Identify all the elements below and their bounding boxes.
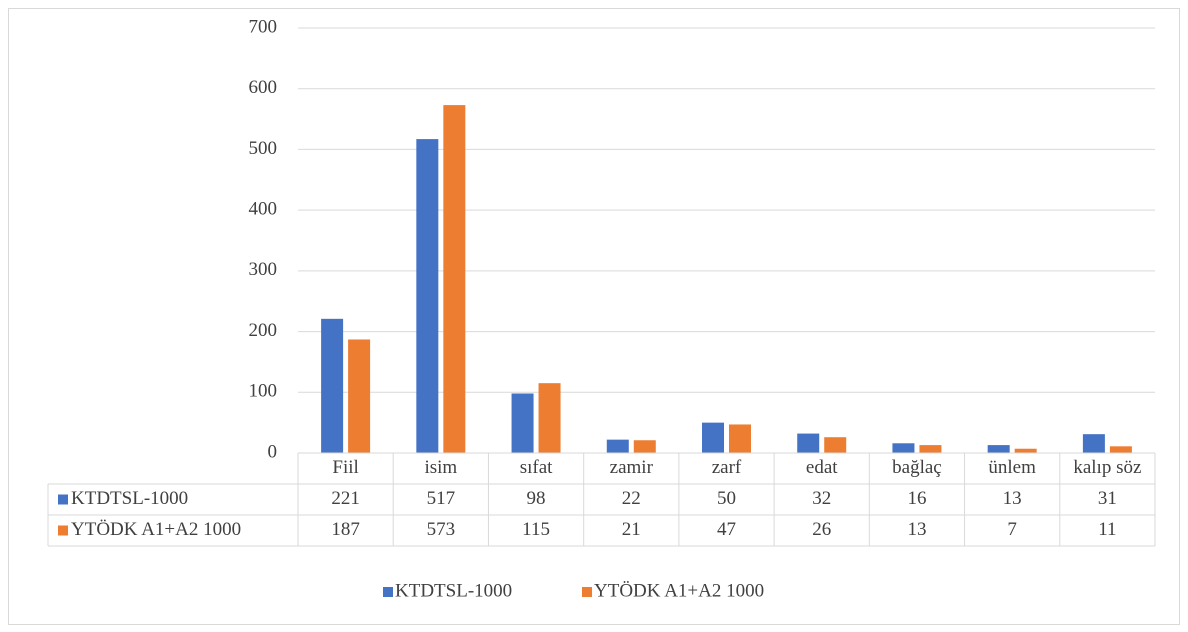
x-tick-label: zarf xyxy=(712,457,742,478)
y-tick-label: 400 xyxy=(249,199,278,220)
bar xyxy=(321,318,344,453)
table-cell: 31 xyxy=(1098,488,1117,509)
table-cell: 26 xyxy=(812,519,831,540)
bar xyxy=(1109,446,1132,453)
y-tick-label: 700 xyxy=(249,16,278,37)
table-cell: 50 xyxy=(717,488,736,509)
table-legend-key xyxy=(58,525,68,536)
bar xyxy=(511,393,534,453)
y-tick-label: 200 xyxy=(249,320,278,341)
table-cell: 517 xyxy=(427,488,456,509)
table-cell: 187 xyxy=(331,519,360,540)
bar xyxy=(443,105,466,453)
bar xyxy=(892,443,915,453)
bar xyxy=(1082,434,1105,453)
legend-key xyxy=(582,587,592,597)
table-legend-key xyxy=(58,494,68,505)
chart-border xyxy=(8,8,1180,625)
bar xyxy=(824,437,847,453)
x-tick-label: zamir xyxy=(610,457,654,478)
x-tick-label: kalıp söz xyxy=(1073,457,1141,478)
x-tick-label: Fiil xyxy=(332,457,358,478)
legend-label: YTÖDK A1+A2 1000 xyxy=(594,580,764,601)
table-cell: 32 xyxy=(812,488,831,509)
table-row-label: YTÖDK A1+A2 1000 xyxy=(71,519,241,540)
y-tick-label: 0 xyxy=(268,441,278,462)
table-row-label: KTDTSL-1000 xyxy=(71,488,188,509)
legend-key xyxy=(383,587,393,597)
y-tick-label: 300 xyxy=(249,259,278,280)
y-tick-label: 500 xyxy=(249,138,278,159)
table-cell: 13 xyxy=(1003,488,1022,509)
x-tick-label: ünlem xyxy=(988,457,1036,478)
table-cell: 98 xyxy=(527,488,546,509)
legend-label: KTDTSL-1000 xyxy=(395,580,512,601)
bar xyxy=(538,383,561,453)
table-cell: 573 xyxy=(427,519,456,540)
bar xyxy=(797,433,820,453)
bar xyxy=(702,422,724,453)
table-cell: 16 xyxy=(907,488,926,509)
table-cell: 22 xyxy=(622,488,641,509)
bar xyxy=(606,439,629,453)
bar xyxy=(729,424,751,453)
bar xyxy=(919,445,942,453)
x-tick-label: sıfat xyxy=(520,457,553,478)
y-tick-label: 100 xyxy=(249,381,278,402)
bar xyxy=(1014,448,1037,453)
table-cell: 221 xyxy=(331,488,360,509)
table-cell: 47 xyxy=(717,519,736,540)
x-tick-label: bağlaç xyxy=(892,457,942,478)
y-tick-label: 600 xyxy=(249,77,278,98)
table-cell: 115 xyxy=(522,519,550,540)
x-tick-label: edat xyxy=(806,457,838,478)
bar xyxy=(987,445,1010,453)
bar xyxy=(633,440,656,453)
table-cell: 21 xyxy=(622,519,641,540)
bar xyxy=(416,139,439,453)
x-tick-label: isim xyxy=(424,457,457,478)
table-cell: 13 xyxy=(907,519,926,540)
table-cell: 11 xyxy=(1098,519,1116,540)
table-cell: 7 xyxy=(1007,519,1017,540)
bar xyxy=(348,339,371,453)
